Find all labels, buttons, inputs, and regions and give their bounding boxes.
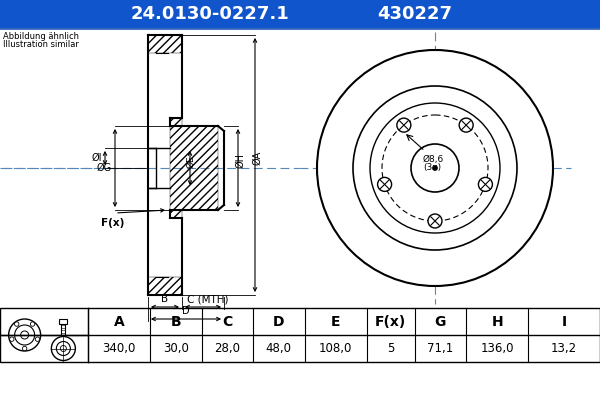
Circle shape	[428, 214, 442, 228]
Text: 28,0: 28,0	[214, 342, 241, 355]
Text: 13,2: 13,2	[551, 342, 577, 355]
Bar	[0, 0, 600, 28]
Circle shape	[14, 325, 35, 345]
Text: 71,1: 71,1	[427, 342, 454, 355]
Text: 340,0: 340,0	[103, 342, 136, 355]
Text: G: G	[434, 314, 446, 328]
Text: I: I	[562, 314, 566, 328]
Text: E: E	[331, 314, 340, 328]
Bar	[0, 308, 600, 362]
Circle shape	[52, 336, 76, 360]
Text: (3x): (3x)	[423, 163, 441, 172]
Circle shape	[397, 118, 411, 132]
Circle shape	[61, 346, 67, 352]
Circle shape	[411, 144, 459, 192]
Circle shape	[370, 103, 500, 233]
Text: B: B	[161, 294, 169, 304]
Text: D: D	[273, 314, 284, 328]
Text: Ø8,6: Ø8,6	[423, 155, 444, 164]
Text: F(x): F(x)	[101, 218, 125, 228]
Text: 48,0: 48,0	[266, 342, 292, 355]
Circle shape	[56, 342, 70, 356]
Text: ØH: ØH	[235, 153, 245, 168]
Text: D: D	[182, 306, 190, 316]
Text: 30,0: 30,0	[163, 342, 189, 355]
Circle shape	[22, 346, 27, 351]
Text: C: C	[222, 314, 232, 328]
Text: 136,0: 136,0	[481, 342, 514, 355]
Text: ØG: ØG	[97, 163, 112, 173]
Text: Abbildung ähnlich: Abbildung ähnlich	[3, 32, 79, 41]
Text: Illustration similar: Illustration similar	[3, 40, 79, 49]
Text: C (MTH): C (MTH)	[187, 294, 229, 304]
Circle shape	[31, 322, 35, 326]
Circle shape	[478, 177, 493, 191]
Circle shape	[14, 322, 19, 326]
Circle shape	[433, 166, 437, 170]
Text: 24.0130-0227.1: 24.0130-0227.1	[131, 5, 289, 23]
Text: A: A	[114, 314, 124, 328]
Text: ØE: ØE	[187, 155, 196, 168]
Text: F(x): F(x)	[375, 314, 406, 328]
Text: 430227: 430227	[377, 5, 452, 23]
Text: 5: 5	[387, 342, 394, 355]
Circle shape	[459, 118, 473, 132]
Circle shape	[10, 337, 14, 341]
Text: H: H	[491, 314, 503, 328]
Circle shape	[8, 319, 41, 351]
Text: B: B	[170, 314, 181, 328]
Text: ØI: ØI	[91, 153, 102, 163]
Bar	[59, 319, 67, 324]
Circle shape	[20, 331, 29, 339]
Circle shape	[35, 337, 40, 341]
Circle shape	[377, 177, 392, 191]
Bar	[0, 28, 600, 308]
Text: ØA: ØA	[252, 151, 262, 165]
Circle shape	[353, 86, 517, 250]
Circle shape	[317, 50, 553, 286]
Text: 108,0: 108,0	[319, 342, 352, 355]
